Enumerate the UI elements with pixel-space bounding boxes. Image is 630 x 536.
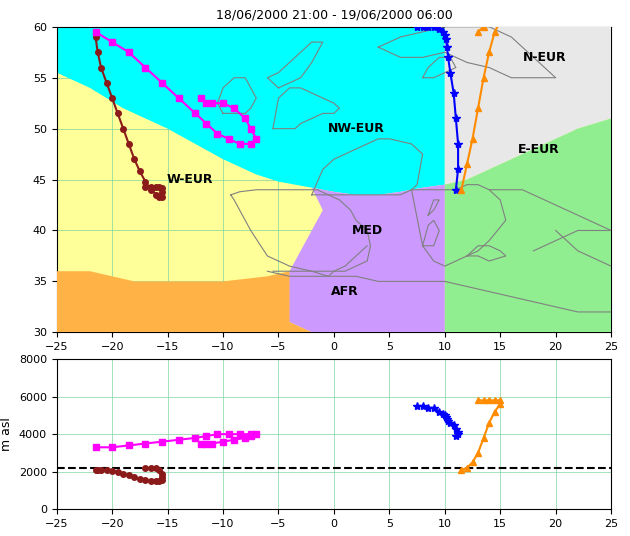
- Polygon shape: [445, 118, 611, 332]
- Text: N-EUR: N-EUR: [523, 51, 566, 64]
- Text: E-EUR: E-EUR: [518, 143, 560, 155]
- Polygon shape: [57, 271, 312, 332]
- Text: W-EUR: W-EUR: [166, 173, 213, 186]
- Text: AFR: AFR: [331, 285, 359, 298]
- Text: MED: MED: [352, 224, 383, 237]
- Y-axis label: m asl: m asl: [0, 417, 13, 451]
- Title: 18/06/2000 21:00 - 19/06/2000 06:00: 18/06/2000 21:00 - 19/06/2000 06:00: [215, 9, 452, 21]
- Polygon shape: [445, 27, 611, 184]
- Polygon shape: [57, 27, 611, 332]
- Text: NW-EUR: NW-EUR: [328, 122, 384, 135]
- Polygon shape: [57, 27, 445, 195]
- Polygon shape: [278, 184, 445, 332]
